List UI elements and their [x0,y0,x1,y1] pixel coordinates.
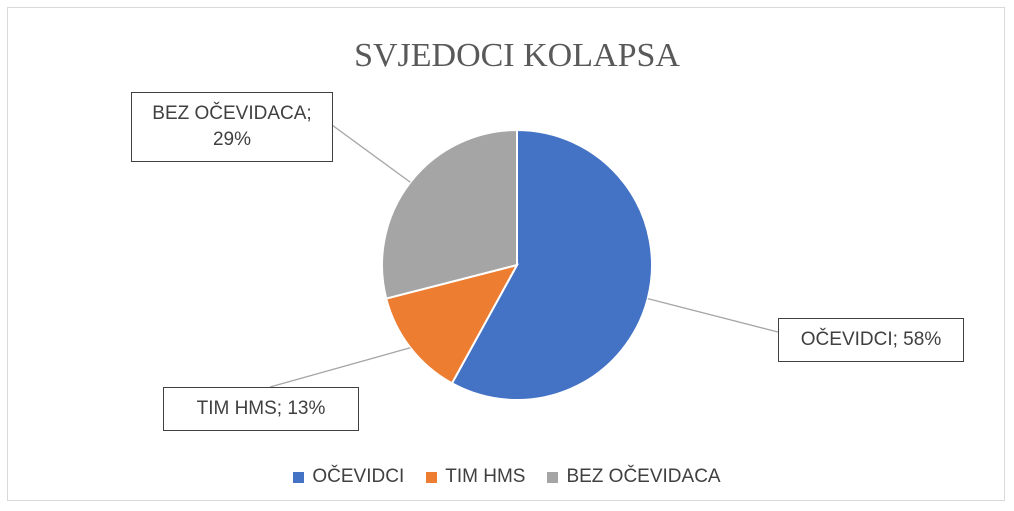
leader-line [647,297,779,333]
legend-item: OČEVIDCI [293,466,404,488]
legend-label: TIM HMS [445,466,526,487]
legend-swatch [426,471,438,483]
data-label: OČEVIDCI; 58% [778,318,964,362]
legend-swatch [547,471,559,483]
legend-label: OČEVIDCI [312,466,405,487]
chart-title: SVJEDOCI KOLAPSA [354,37,680,74]
chart-frame [7,7,1005,501]
legend-item: BEZ OČEVIDACA [547,466,721,488]
legend-item: TIM HMS [426,466,525,488]
pie-slice [450,128,653,401]
data-label: TIM HMS; 13% [163,387,359,431]
legend: OČEVIDCI TIM HMS BEZ OČEVIDACA [0,466,1014,488]
data-label: BEZ OČEVIDACA; 29% [131,92,333,162]
leader-line [331,124,411,183]
leader-line [269,347,411,388]
legend-swatch [293,471,305,483]
legend-label: BEZ OČEVIDACA [566,466,721,487]
